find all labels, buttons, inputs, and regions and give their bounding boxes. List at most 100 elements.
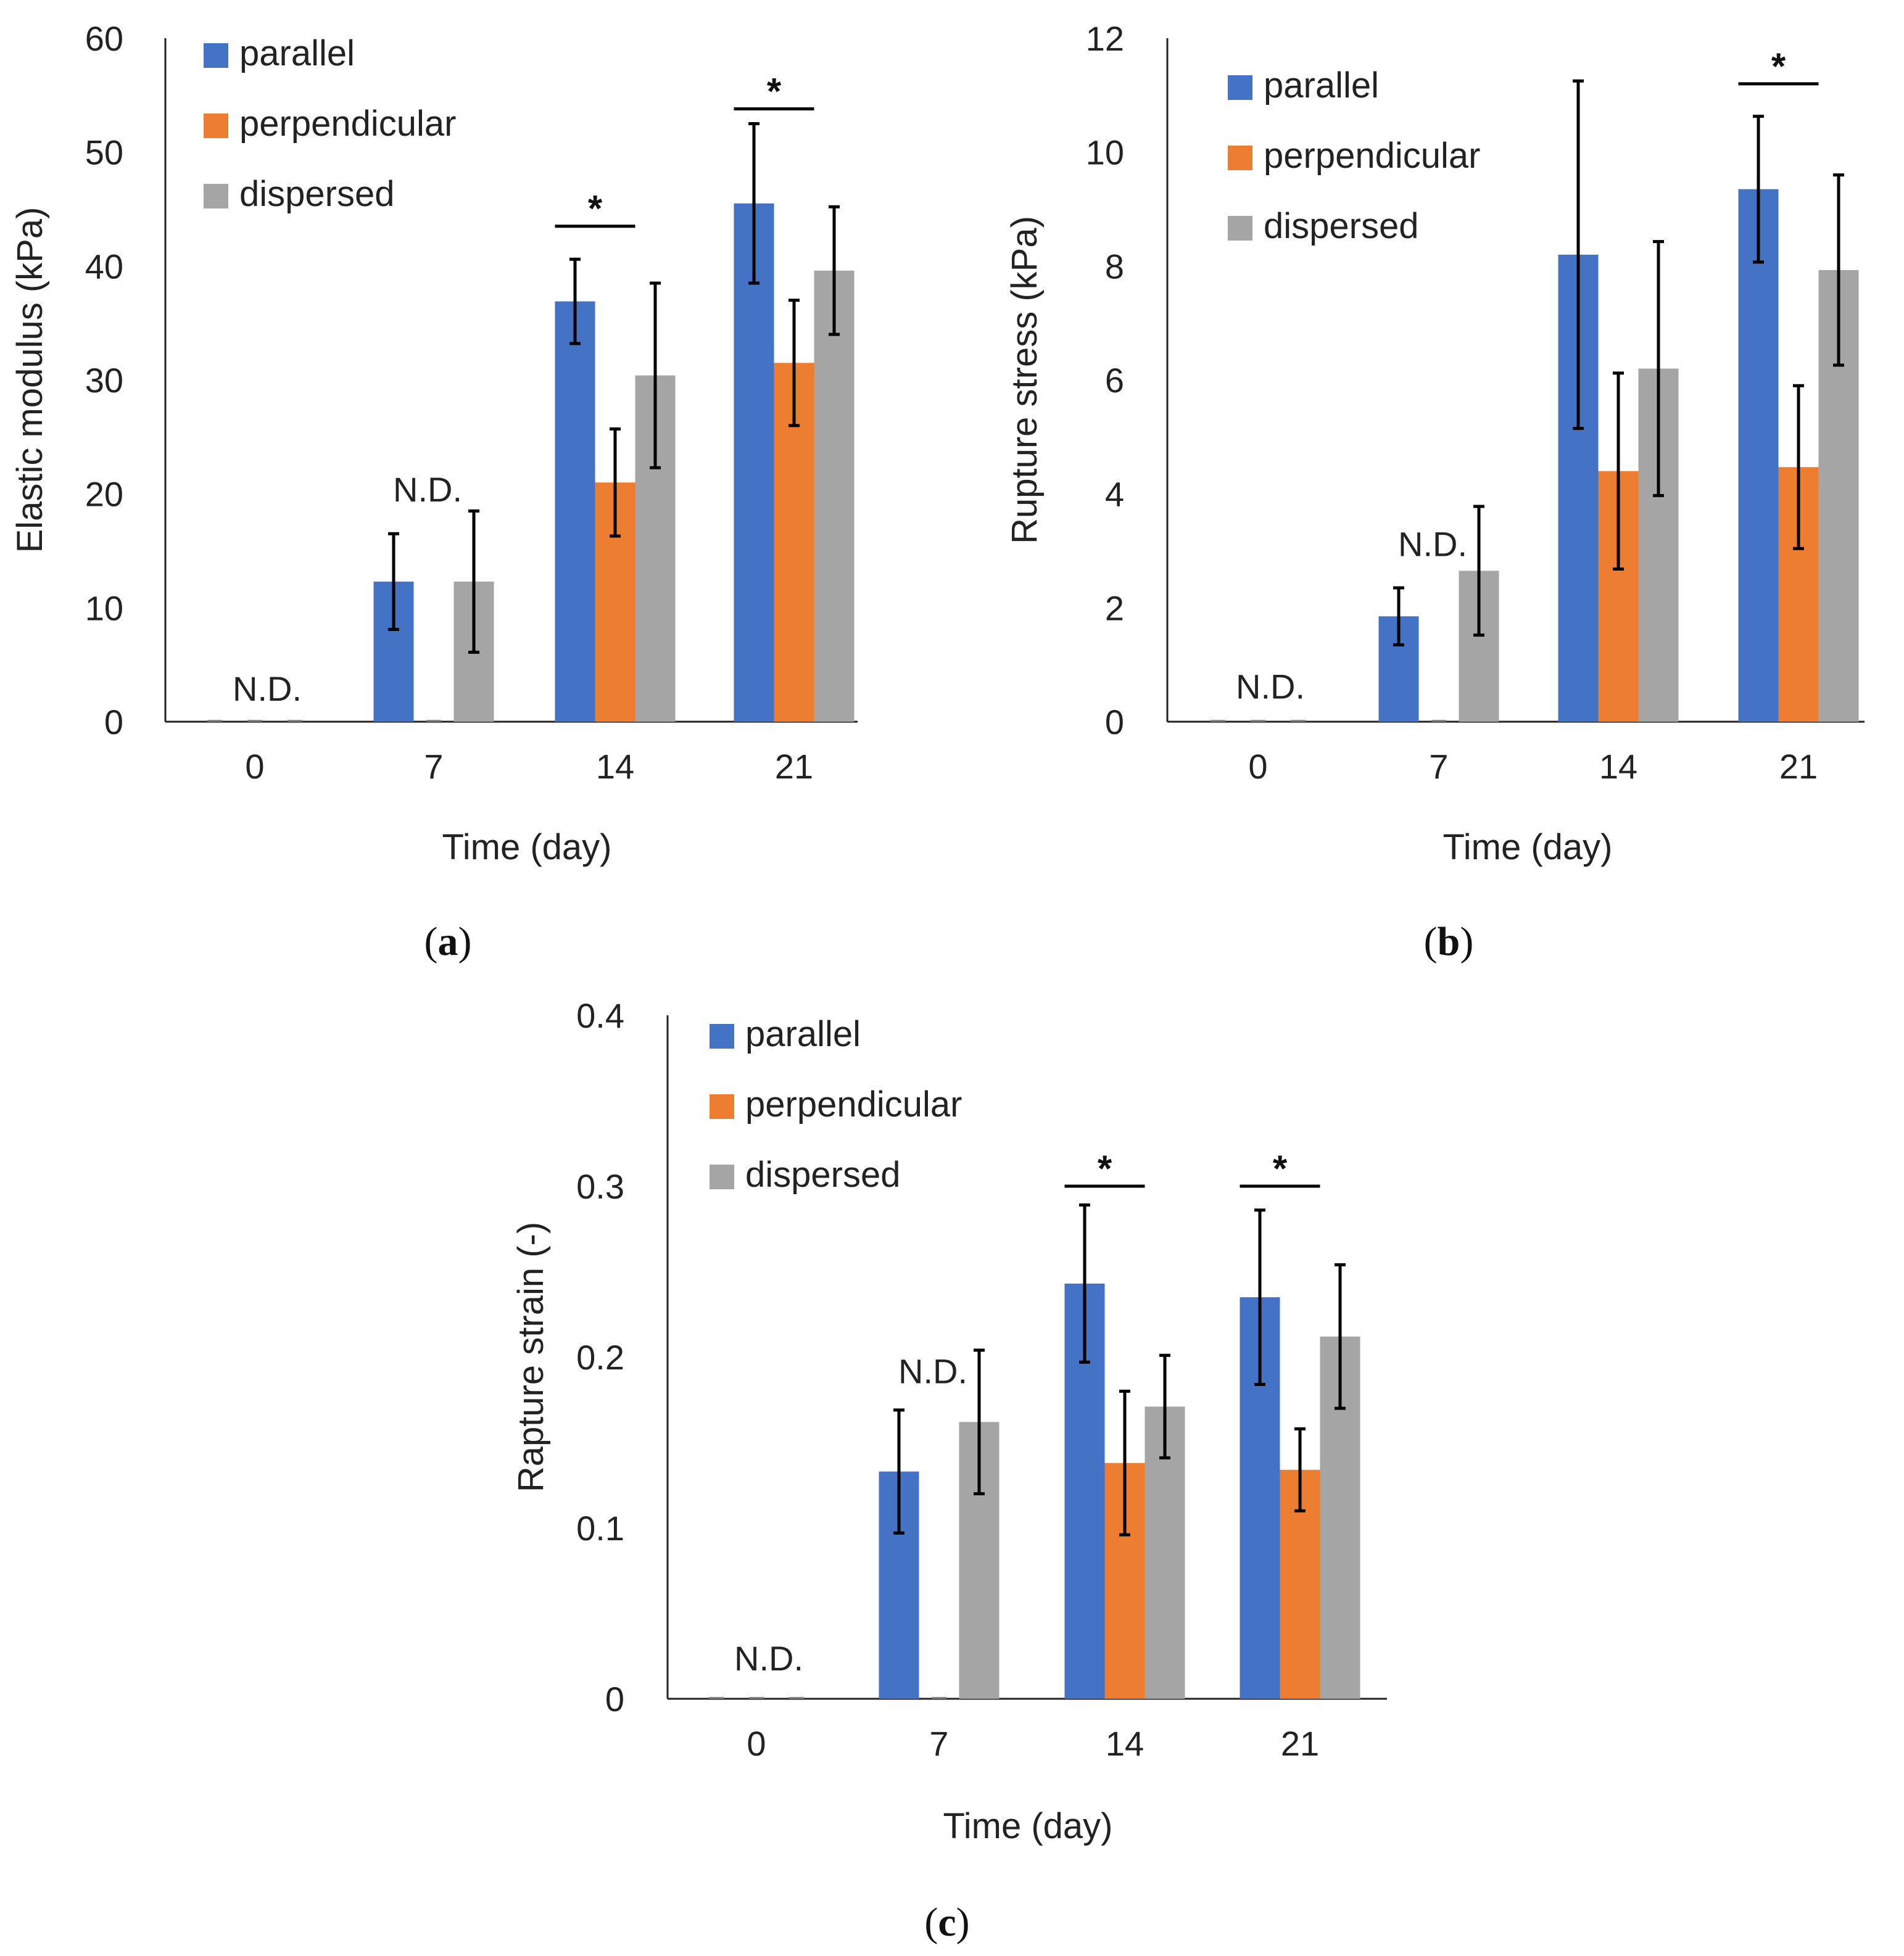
x-tick-label: 0 (747, 1724, 766, 1763)
y-tick-label: 40 (85, 247, 123, 286)
bar-perpendicular-zero (426, 720, 441, 722)
legend-label: dispersed (745, 1155, 900, 1195)
legend-label: perpendicular (1264, 136, 1480, 176)
error-bar (748, 122, 760, 285)
legend-swatch (1228, 216, 1252, 241)
error-bar (610, 427, 621, 538)
x-axis-label: Time (day) (442, 827, 612, 867)
legend-swatch (710, 1165, 734, 1189)
panel-label: (c) (924, 1900, 969, 1945)
panel-label: (a) (424, 919, 472, 964)
error-bar (1079, 1203, 1090, 1364)
y-tick-label: 50 (85, 133, 123, 172)
annotations: N.D. N.D. (734, 1352, 967, 1678)
x-axis-label: Time (day) (1443, 827, 1613, 867)
legend-item-parallel: parallel (710, 1014, 861, 1054)
error-bar (1613, 371, 1624, 571)
legend-label: perpendicular (745, 1084, 962, 1124)
bar-perpendicular-zero (749, 1697, 764, 1699)
error-bar (1393, 586, 1404, 646)
legend-label: dispersed (1264, 206, 1418, 246)
significance-markers: * (1738, 46, 1819, 87)
y-tick-label: 0.4 (576, 996, 624, 1035)
annotations: N.D. N.D. (233, 470, 462, 708)
error-bar (468, 509, 479, 654)
y-tick-label: 20 (85, 475, 123, 514)
panel-letter: b (1438, 919, 1460, 964)
bar-parallel (555, 301, 595, 722)
y-tick-label: 0 (104, 703, 123, 741)
legend-swatch (710, 1094, 734, 1119)
significance-markers: ** (555, 70, 814, 229)
error-bars (1393, 79, 1844, 646)
x-tick-label: 7 (929, 1724, 948, 1763)
y-tick-label: 8 (1105, 247, 1124, 286)
legend-label: dispersed (239, 174, 394, 214)
nd-annotation: N.D. (233, 669, 302, 708)
significance-star: * (1771, 46, 1786, 87)
error-bar (1159, 1353, 1170, 1459)
error-bars (893, 1203, 1346, 1537)
legend-item-dispersed: dispersed (204, 174, 394, 214)
bar-perpendicular-zero (247, 720, 262, 722)
y-tick-label: 0 (1105, 703, 1124, 741)
nd-annotation: N.D. (393, 470, 462, 509)
panel-letter: a (438, 919, 458, 964)
y-axis-label: Rapture strain (-) (511, 1222, 551, 1492)
y-tick-label: 6 (1105, 361, 1124, 400)
legend-item-perpendicular: perpendicular (710, 1084, 962, 1124)
error-bar (388, 532, 399, 631)
nd-annotation: N.D. (1398, 524, 1467, 563)
x-axis-label: Time (day) (943, 1806, 1113, 1846)
bar-dispersed-zero (288, 720, 302, 722)
error-bar (893, 1408, 904, 1535)
significance-star: * (588, 188, 603, 229)
bars (709, 1283, 1360, 1699)
y-tick-label: 0 (605, 1680, 624, 1719)
error-bar (569, 257, 581, 345)
legend-label: parallel (745, 1014, 861, 1054)
legend-swatch (204, 43, 228, 68)
bar-parallel-zero (207, 720, 222, 722)
error-bar (1254, 1208, 1265, 1386)
legend-item-dispersed: dispersed (710, 1155, 900, 1195)
bar-perpendicular-zero (1431, 720, 1446, 722)
significance-star: * (767, 70, 782, 112)
legend-swatch (204, 113, 228, 138)
x-tick-label: 0 (1248, 747, 1267, 786)
y-tick-label: 0.2 (576, 1338, 624, 1377)
error-bar (1573, 79, 1584, 430)
annotations: N.D. N.D. (1236, 524, 1467, 706)
y-tick-label: 0.3 (576, 1167, 624, 1206)
y-tick-label: 12 (1086, 19, 1124, 58)
error-bar (1119, 1389, 1130, 1537)
bar-dispersed-zero (789, 1697, 804, 1699)
y-tick-label: 4 (1105, 475, 1124, 514)
nd-annotation: N.D. (898, 1352, 967, 1391)
legend-label: perpendicular (239, 104, 456, 144)
y-tick-labels: 0 0.1 0.2 0.3 0.4 (576, 996, 624, 1719)
significance-star: * (1273, 1148, 1288, 1189)
y-tick-labels: 0 10 20 30 40 50 60 (85, 19, 123, 741)
error-bar (1294, 1427, 1306, 1512)
error-bar (1473, 505, 1484, 637)
error-bar (1793, 384, 1804, 550)
nd-annotation: N.D. (1236, 667, 1305, 706)
y-tick-label: 60 (85, 19, 123, 58)
x-tick-label: 7 (424, 747, 443, 786)
x-tick-labels: 0 7 14 21 (245, 747, 813, 786)
error-bar (650, 281, 661, 469)
y-tick-labels: 0 2 4 6 8 10 12 (1086, 19, 1124, 741)
y-tick-label: 10 (1086, 133, 1124, 172)
bar-dispersed-zero (1291, 720, 1306, 722)
legend: parallel perpendicular dispersed (710, 1014, 962, 1195)
bars (207, 203, 855, 722)
x-tick-labels: 0 7 14 21 (1248, 747, 1818, 786)
x-tick-label: 14 (1599, 747, 1637, 786)
error-bar (789, 299, 800, 427)
error-bars (388, 122, 840, 654)
error-bar (974, 1348, 985, 1496)
x-tick-label: 21 (775, 747, 813, 786)
y-axis-label: Rupture stress (kPa) (1004, 216, 1045, 544)
